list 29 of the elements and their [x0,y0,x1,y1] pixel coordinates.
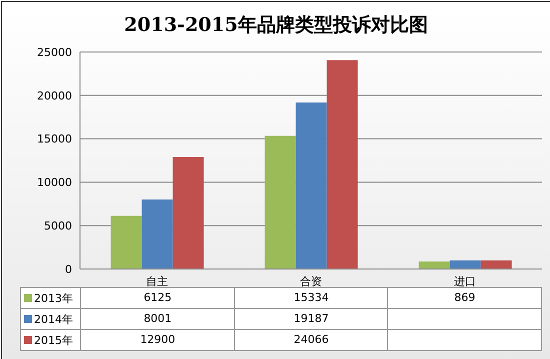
legend-label: 2014年 [34,312,73,326]
x-tick-label: 合资 [300,274,322,288]
data-label: 19187 [234,309,388,329]
bar [326,60,358,269]
data-label: 24066 [234,330,388,350]
bar [110,216,142,269]
bar [480,260,512,269]
y-tick-label: 10000 [37,176,72,190]
bar [296,102,327,269]
legend-label: 2015年 [34,332,73,348]
bar [450,260,481,269]
x-tick-label: 进口 [454,274,476,288]
y-tick-label: 25000 [37,46,72,59]
y-tick-label: 0 [65,262,72,276]
bar [418,261,450,269]
y-tick-label: 5000 [44,220,72,233]
data-label: 12900 [81,330,235,350]
x-tick-label: 自主 [146,274,168,288]
data-label: 869 [388,288,542,308]
y-tick-label: 20000 [37,89,72,102]
y-tick-label: 15000 [37,132,72,146]
data-label: 15334 [234,288,388,308]
data-label: 8001 [81,309,235,329]
chart-title: 2013-2015年品牌类型投诉对比图 [123,13,429,38]
bar [172,157,204,269]
legend-label: 2013年 [34,290,73,306]
data-label: 6125 [81,288,235,308]
bar [142,200,173,269]
bar [264,136,296,269]
